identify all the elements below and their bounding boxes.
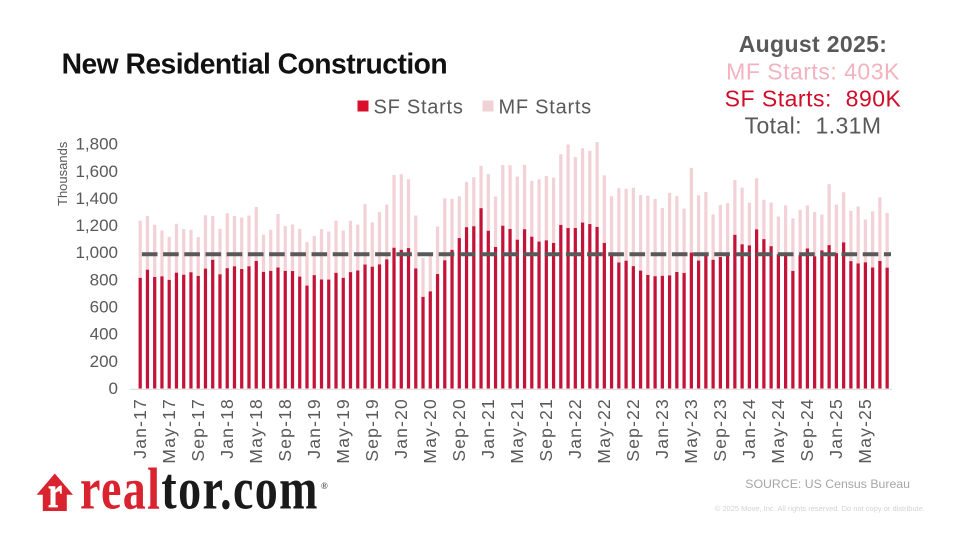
svg-text:MF Starts: 403K: MF Starts: 403K (726, 59, 900, 85)
svg-text:®: ® (321, 481, 328, 491)
svg-text:Sep-18: Sep-18 (275, 398, 295, 462)
svg-text:© 2025 Move, Inc. All rights r: © 2025 Move, Inc. All rights reserved. D… (715, 504, 925, 513)
svg-text:Sep-22: Sep-22 (623, 398, 643, 462)
svg-text:Total: 1.31M: Total: 1.31M (745, 113, 882, 139)
svg-text:Jan-24: Jan-24 (739, 398, 759, 459)
svg-text:800: 800 (90, 270, 118, 289)
svg-text:600: 600 (90, 298, 118, 317)
svg-text:May-19: May-19 (333, 398, 353, 464)
svg-text:May-24: May-24 (768, 398, 788, 464)
svg-text:400: 400 (90, 325, 118, 344)
svg-text:May-23: May-23 (681, 398, 701, 464)
svg-text:May-25: May-25 (855, 398, 875, 464)
svg-text:Jan-19: Jan-19 (304, 398, 324, 459)
svg-text:Jan-23: Jan-23 (652, 398, 672, 459)
svg-text:May-18: May-18 (246, 398, 266, 464)
svg-text:Jan-18: Jan-18 (217, 398, 237, 459)
svg-text:May-20: May-20 (420, 398, 440, 464)
svg-text:1,000: 1,000 (75, 243, 118, 262)
svg-text:May-17: May-17 (159, 398, 179, 464)
svg-text:Sep-24: Sep-24 (797, 398, 817, 462)
svg-text:1,400: 1,400 (75, 189, 118, 208)
svg-text:Sep-20: Sep-20 (449, 398, 469, 462)
svg-text:Jan-21: Jan-21 (478, 398, 498, 459)
svg-text:August 2025:: August 2025: (739, 31, 888, 57)
svg-text:Jan-25: Jan-25 (826, 398, 846, 459)
svg-text:200: 200 (90, 352, 118, 371)
svg-text:SF Starts: SF Starts (374, 97, 464, 119)
svg-text:SOURCE: US Census Bureau: SOURCE: US Census Bureau (745, 477, 910, 491)
svg-text:1,600: 1,600 (75, 162, 118, 181)
svg-text:r: r (48, 468, 62, 517)
svg-text:Sep-21: Sep-21 (536, 398, 556, 462)
svg-text:Thousands: Thousands (55, 141, 70, 206)
svg-text:New Residential Construction: New Residential Construction (62, 47, 448, 79)
svg-text:MF Starts: MF Starts (499, 97, 592, 119)
svg-text:Sep-19: Sep-19 (362, 398, 382, 462)
svg-text:1,200: 1,200 (75, 216, 118, 235)
svg-text:Sep-23: Sep-23 (710, 398, 730, 462)
svg-text:Jan-22: Jan-22 (565, 398, 585, 459)
svg-text:Jan-17: Jan-17 (130, 398, 150, 459)
svg-text:SF Starts: 890K: SF Starts: 890K (725, 86, 902, 112)
svg-text:Jan-20: Jan-20 (391, 398, 411, 459)
svg-text:May-22: May-22 (594, 398, 614, 464)
svg-text:realtor.com: realtor.com (80, 457, 319, 522)
svg-text:May-21: May-21 (507, 398, 527, 464)
svg-text:Sep-17: Sep-17 (188, 398, 208, 462)
svg-text:0: 0 (109, 379, 118, 398)
svg-text:1,800: 1,800 (75, 135, 118, 154)
